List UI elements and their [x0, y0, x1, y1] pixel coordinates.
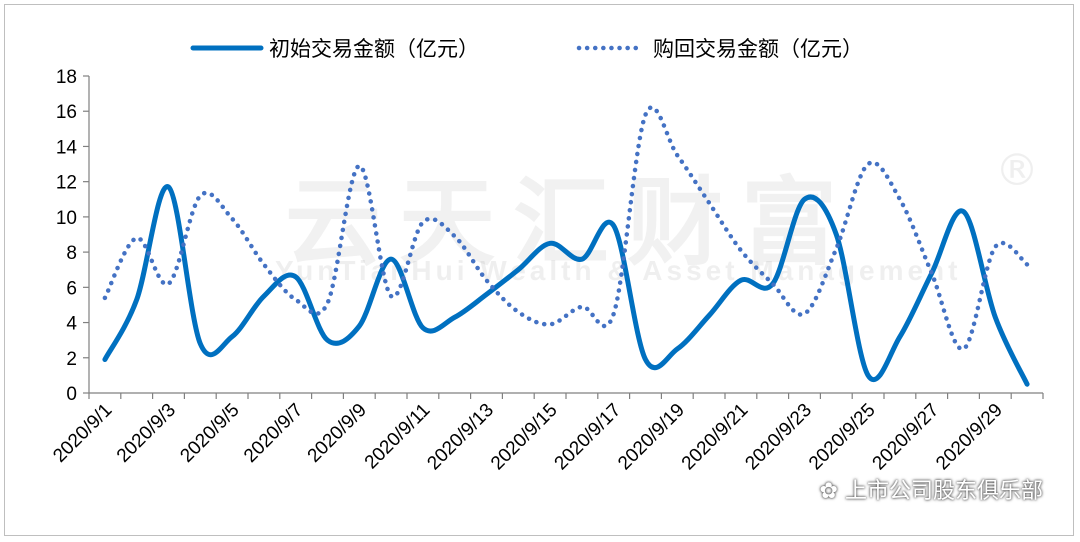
y-tick-label: 2 — [66, 349, 77, 370]
x-tick-label: 2020/9/27 — [869, 400, 944, 475]
source-watermark: ✿ 上市公司股东俱乐部 — [820, 473, 1043, 505]
watermark-brand: 云天汇财富 — [285, 167, 855, 279]
legend: 初始交易金额（亿元） 购回交易金额（亿元） — [190, 37, 863, 61]
line-chart: 初始交易金额（亿元） 购回交易金额（亿元） 0 2 4 6 8 10 12 14 16 18 202… — [49, 37, 1044, 475]
legend-label: 购回交易金额（亿元） — [653, 37, 863, 61]
x-tick-label: 2020/9/21 — [678, 400, 753, 475]
y-axis: 0 2 4 6 8 10 12 14 16 18 — [56, 67, 90, 405]
x-tick-label: 2020/9/13 — [423, 400, 498, 475]
y-tick-label: 14 — [56, 137, 78, 158]
wechat-icon: ✿ — [819, 479, 845, 504]
x-tick-label: 2020/9/3 — [113, 400, 180, 467]
series-layer — [102, 105, 1030, 387]
y-tick-label: 6 — [66, 278, 77, 299]
y-tick-label: 18 — [56, 67, 77, 88]
x-tick-label: 2020/9/1 — [49, 400, 116, 467]
series-line-initial — [102, 184, 1030, 387]
y-tick-label: 8 — [66, 243, 77, 264]
x-tick-label: 2020/9/29 — [932, 400, 1007, 475]
x-tick-label: 2020/9/25 — [805, 400, 880, 475]
x-tick-label: 2020/9/17 — [551, 400, 626, 475]
y-tick-label: 4 — [66, 314, 77, 335]
x-tick-label: 2020/9/19 — [614, 400, 689, 475]
x-tick-label: 2020/9/23 — [741, 400, 816, 475]
y-tick-label: 0 — [66, 384, 77, 405]
x-axis: 2020/9/12020/9/32020/9/52020/9/72020/9/9… — [49, 392, 1044, 475]
x-tick-label: 2020/9/7 — [240, 400, 307, 467]
legend-label: 初始交易金额（亿元） — [269, 37, 479, 61]
x-tick-label: 2020/9/5 — [176, 400, 243, 467]
x-tick-label: 2020/9/15 — [487, 400, 562, 475]
y-tick-label: 16 — [56, 102, 77, 123]
watermark-registered-mark: ® — [995, 145, 1039, 196]
chart-frame: 云天汇财富 YunTianHui Wealth & Asset Manageme… — [4, 4, 1074, 536]
x-tick-label: 2020/9/9 — [304, 400, 371, 467]
source-watermark-text: 上市公司股东俱乐部 — [844, 479, 1043, 504]
y-tick-label: 12 — [56, 173, 77, 194]
x-tick-label: 2020/9/11 — [361, 400, 435, 474]
series-line-repurchase — [102, 105, 1030, 352]
y-tick-label: 10 — [56, 208, 77, 229]
